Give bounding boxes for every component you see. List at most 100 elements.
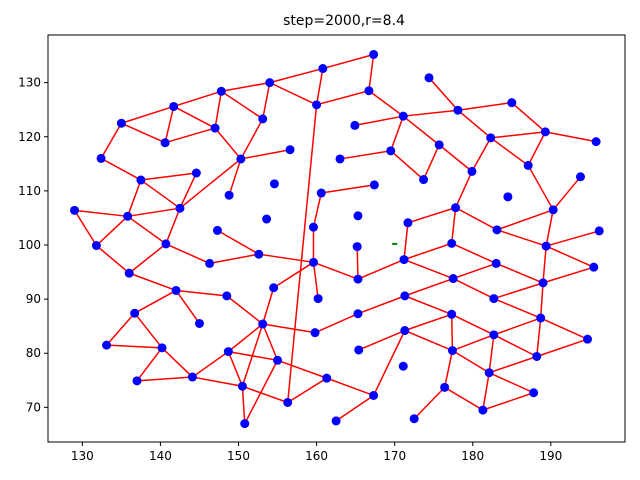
x-tick-label: 130 [71,449,94,463]
edge-line [127,215,167,245]
data-point [400,326,410,336]
data-point [212,225,222,235]
edge-line [404,329,453,352]
edge-line [527,131,547,166]
data-point [353,274,363,284]
edge-line [277,359,327,379]
edge-line [450,207,457,244]
data-point [484,368,494,378]
data-point [116,118,126,128]
edge-line [262,323,279,361]
edge-line [179,172,198,209]
edge-line [457,101,512,111]
edge-line [74,209,128,218]
edge-line [438,144,473,172]
edge-line [227,351,244,387]
edge-line [495,262,544,284]
edge-line [134,312,163,349]
edge-line [226,295,264,325]
y-tick-label: 130 [18,76,41,90]
data-point [353,309,363,319]
edge-line [242,385,288,404]
data-point [313,294,323,304]
data-point [491,258,501,268]
data-point [157,343,167,353]
y-tick-label: 110 [18,184,41,198]
edge-line [312,262,319,299]
edge-line [457,109,492,139]
edge-line [451,313,495,336]
edge-line [542,246,547,283]
data-point [532,351,542,361]
edge-line [339,150,391,160]
data-point [369,49,379,59]
data-point [132,376,142,386]
edge-line [173,105,216,129]
data-point [102,340,112,350]
data-point [254,249,264,259]
edge-line [262,323,316,334]
x-tick-label: 160 [305,449,328,463]
edge-line [402,115,440,146]
edge-line [452,334,495,352]
edge-line [404,295,452,315]
edge-line [488,334,495,373]
edge-line [175,290,201,324]
data-point [205,258,215,268]
edge-line [354,115,404,127]
data-point [240,419,250,429]
data-point [283,397,293,407]
edge-line [214,91,223,129]
edge-line [165,243,210,265]
data-point [352,242,362,252]
edge-line [164,127,216,144]
edge-line [471,137,492,172]
edge-line [493,297,541,319]
data-point [171,285,181,295]
data-point [273,355,283,365]
x-axis-ticks: 130 140 150 160 170 180 190 [71,442,562,463]
edge-line [105,312,136,346]
edge-line [100,122,123,159]
edge-line [490,131,546,139]
edges-layer [73,53,600,424]
data-point [489,330,499,340]
edge-line [450,314,454,351]
data-point [364,86,374,96]
edge-line [335,394,375,422]
data-point [548,205,558,215]
edge-line [136,347,163,382]
edge-line [165,207,181,245]
data-point [398,361,408,371]
data-point [265,78,275,88]
data-point [467,166,477,176]
data-point [440,382,450,392]
edge-line [490,137,529,167]
edge-line [287,377,328,404]
data-point [216,86,226,96]
data-point [160,138,170,148]
data-point [503,192,513,202]
edge-line [179,158,242,209]
data-point [310,328,320,338]
data-point [308,222,318,232]
edge-line [261,82,271,120]
edge-line [321,184,375,194]
edge-line [511,102,546,133]
edge-line [227,323,264,353]
data-point [194,318,204,328]
data-point [236,154,246,164]
data-point [447,238,457,248]
edge-line [404,277,454,297]
data-point [191,168,201,178]
edge-line [454,171,473,208]
data-point [386,146,396,156]
edge-line [322,53,374,70]
y-tick-label: 100 [18,238,41,252]
edge-line [217,229,260,255]
data-point [538,278,548,288]
y-tick-label: 90 [26,292,41,306]
edge-line [422,144,440,180]
edge-line [452,262,497,280]
edge-line [214,127,242,160]
